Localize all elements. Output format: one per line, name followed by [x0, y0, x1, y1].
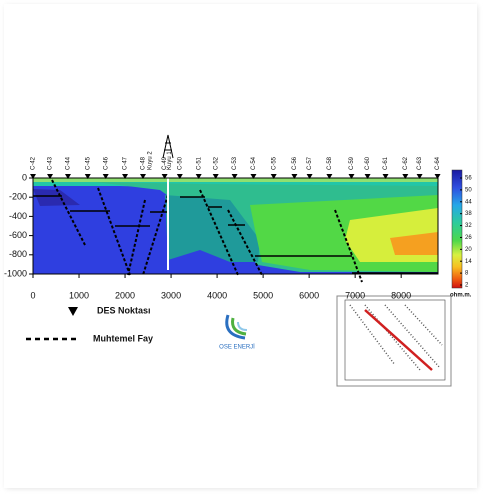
station-marker	[402, 174, 409, 179]
colorbar-label: 32	[465, 223, 472, 229]
station-marker	[30, 174, 36, 179]
colorbar-label: 8	[465, 271, 469, 277]
x-tick-label: 7000	[345, 290, 365, 300]
station-marker	[382, 174, 389, 179]
station-marker	[270, 174, 277, 179]
station-marker	[47, 174, 54, 179]
inset-map	[336, 295, 452, 387]
colorbar-label: 14	[465, 259, 472, 265]
plot-frame	[32, 177, 439, 275]
station-marker	[250, 174, 257, 179]
station-marker	[64, 174, 71, 179]
y-tick-label: -600	[9, 230, 27, 240]
station-label: C-64	[435, 156, 441, 170]
station-label: C-60	[365, 156, 371, 170]
x-tick-label: 5000	[253, 290, 273, 300]
station-marker	[139, 174, 146, 179]
station-marker	[195, 174, 202, 179]
x-tick-label: 1000	[69, 290, 89, 300]
colorbar-label: 56	[465, 176, 472, 182]
well-label: Kuyu 1	[167, 151, 173, 170]
station-marker	[364, 174, 371, 179]
colorbar-label: 44	[465, 199, 472, 205]
colorbar-label: 26	[465, 235, 472, 241]
legend: DES Noktası Muhtemel Fay	[26, 305, 153, 343]
station-label: C-42	[31, 156, 37, 170]
station-marker	[291, 174, 298, 179]
logo: OSE ENERJİ	[219, 314, 255, 351]
faults	[33, 179, 438, 283]
legend-fault: Muhtemel Fay	[93, 333, 153, 343]
station-label: C-51	[196, 156, 202, 170]
station-label: C-54	[251, 156, 257, 170]
station-marker	[434, 174, 441, 179]
station-label: C-49	[162, 156, 168, 170]
station-marker	[306, 174, 313, 179]
colorbar-label: 2	[465, 283, 469, 289]
station-marker	[84, 174, 91, 179]
station-marker	[326, 174, 333, 179]
x-tick-label: 4000	[207, 290, 227, 300]
colorbar-label: 38	[465, 211, 472, 217]
station-label: C-62	[403, 156, 409, 170]
x-tick-label: 3000	[161, 290, 181, 300]
station-label: C-59	[349, 156, 355, 170]
y-tick-label: -1000	[4, 268, 27, 278]
colorbar-label: 20	[465, 247, 472, 253]
colorbar-unit: ohm.m.	[450, 293, 472, 299]
legend-station: DES Noktası	[97, 305, 151, 315]
y-tick-label: -800	[9, 249, 27, 259]
station-label: C-53	[232, 156, 238, 170]
well-label: Kuyu 2	[147, 151, 153, 170]
x-tick-label: 0	[30, 290, 35, 300]
colorbar	[451, 169, 463, 289]
station-marker	[212, 174, 219, 179]
station-marker	[161, 174, 168, 179]
station-label: C-47	[123, 156, 129, 170]
station-marker	[122, 174, 129, 179]
y-tick-label: -400	[9, 211, 27, 221]
station-marker	[231, 174, 238, 179]
derrick-icon	[162, 134, 174, 159]
station-label: C-55	[271, 156, 277, 170]
station-label: C-45	[85, 156, 91, 170]
x-tick-label: 2000	[115, 290, 135, 300]
station-label: C-48	[141, 156, 147, 170]
station-marker	[416, 174, 423, 179]
station-label: C-61	[383, 156, 389, 170]
x-tick-label: 6000	[299, 290, 319, 300]
colorbar-label: 50	[465, 187, 472, 193]
station-label: C-52	[213, 156, 219, 170]
y-tick-label: -200	[9, 192, 27, 202]
station-label: C-58	[327, 156, 333, 170]
station-label: C-63	[417, 156, 423, 170]
x-tick-label: 8000	[391, 290, 411, 300]
station-label: C-44	[66, 156, 72, 170]
station-marker	[176, 174, 183, 179]
y-tick-label: 0	[22, 172, 27, 182]
station-label: C-56	[292, 156, 298, 170]
station-label: C-46	[103, 156, 109, 170]
station-label: C-50	[177, 156, 183, 170]
station-marker	[102, 174, 109, 179]
station-marker	[348, 174, 355, 179]
logo-text: OSE ENERJİ	[219, 344, 255, 351]
station-label: C-43	[48, 156, 54, 170]
station-label: C-57	[307, 156, 313, 170]
